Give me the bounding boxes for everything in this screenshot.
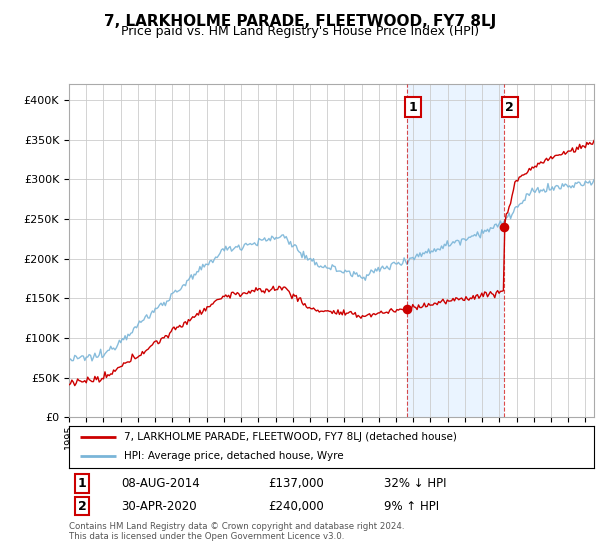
Text: 7, LARKHOLME PARADE, FLEETWOOD, FY7 8LJ: 7, LARKHOLME PARADE, FLEETWOOD, FY7 8LJ <box>104 14 496 29</box>
Text: 1: 1 <box>409 101 417 114</box>
Bar <box>407 84 503 417</box>
Text: 32% ↓ HPI: 32% ↓ HPI <box>384 477 446 490</box>
Point <box>402 304 412 313</box>
Point <box>499 222 508 231</box>
Text: 30-APR-2020: 30-APR-2020 <box>121 500 197 512</box>
Text: £137,000: £137,000 <box>269 477 324 490</box>
Text: £240,000: £240,000 <box>269 500 324 512</box>
Text: 08-AUG-2014: 08-AUG-2014 <box>121 477 200 490</box>
Text: 1: 1 <box>78 477 86 490</box>
Text: HPI: Average price, detached house, Wyre: HPI: Average price, detached house, Wyre <box>124 451 344 461</box>
Text: 7, LARKHOLME PARADE, FLEETWOOD, FY7 8LJ (detached house): 7, LARKHOLME PARADE, FLEETWOOD, FY7 8LJ … <box>124 432 457 442</box>
Text: 2: 2 <box>505 101 514 114</box>
Text: Price paid vs. HM Land Registry's House Price Index (HPI): Price paid vs. HM Land Registry's House … <box>121 25 479 38</box>
Text: 9% ↑ HPI: 9% ↑ HPI <box>384 500 439 512</box>
Text: Contains HM Land Registry data © Crown copyright and database right 2024.
This d: Contains HM Land Registry data © Crown c… <box>69 522 404 542</box>
Text: 2: 2 <box>78 500 86 512</box>
